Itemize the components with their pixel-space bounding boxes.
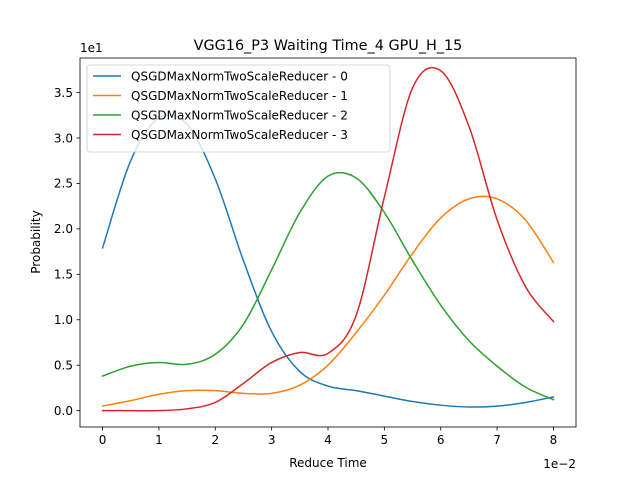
y-tick-label: 1.0 <box>54 313 73 327</box>
plot-frame <box>79 57 577 428</box>
legend-label-2: QSGDMaxNormTwoScaleReducer - 2 <box>131 108 348 122</box>
legend-label-3: QSGDMaxNormTwoScaleReducer - 3 <box>131 128 348 142</box>
y-tick-label: 3.0 <box>54 131 73 145</box>
legend-label-1: QSGDMaxNormTwoScaleReducer - 1 <box>131 89 348 103</box>
y-tick-label: 2.0 <box>54 222 73 236</box>
x-tick-label: 4 <box>324 433 332 447</box>
x-offset-label: 1e−2 <box>543 457 576 471</box>
series-line-2 <box>101 171 555 401</box>
series-line-3 <box>101 67 555 412</box>
x-tick-label: 5 <box>381 433 389 447</box>
chart-title: VGG16_P3 Waiting Time_4 GPU_H_15 <box>194 38 463 54</box>
x-tick-label: 6 <box>437 433 445 447</box>
x-tick-label: 3 <box>268 433 276 447</box>
y-tick-label: 0.0 <box>54 404 73 418</box>
series-line-1 <box>101 195 555 407</box>
y-axis-label: Probability <box>29 210 43 273</box>
y-tick-label: 1.5 <box>54 268 73 282</box>
x-axis-label: Reduce Time <box>289 456 367 470</box>
x-tick-label: 8 <box>550 433 558 447</box>
legend: QSGDMaxNormTwoScaleReducer - 0 QSGDMaxNor… <box>86 64 391 153</box>
y-tick-label: 2.5 <box>54 177 73 191</box>
x-tick-label: 0 <box>99 433 107 447</box>
y-tick-label: 0.5 <box>54 358 73 372</box>
legend-box <box>86 64 391 153</box>
y-offset-label: 1e1 <box>80 41 103 55</box>
legend-label-0: QSGDMaxNormTwoScaleReducer - 0 <box>131 69 348 83</box>
x-tick-label: 2 <box>211 433 219 447</box>
y-tick-label: 3.5 <box>54 86 73 100</box>
x-tick-label: 7 <box>493 433 501 447</box>
x-tick-label: 1 <box>155 433 163 447</box>
axes-layer: 0 1 2 3 4 5 6 7 8 0.0 0.5 1.0 1.5 2.0 2.5 3.0 3.5 <box>54 86 557 447</box>
